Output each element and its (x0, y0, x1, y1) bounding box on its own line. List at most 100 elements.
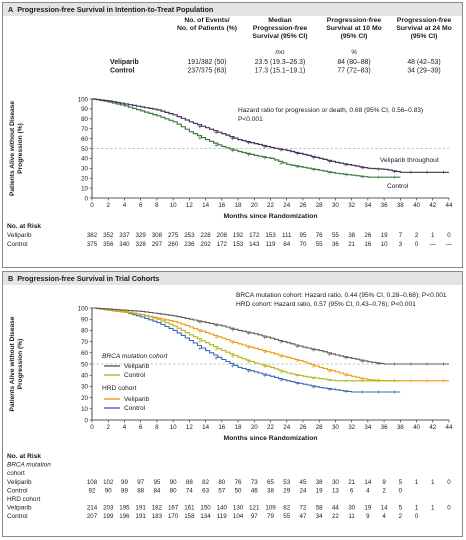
panel-b-at-risk-count: 182 (152, 505, 163, 512)
panel-a-x-tick-label: 28 (316, 202, 323, 209)
panel-b-at-risk-count: 1 (431, 479, 435, 486)
panel-a-x-tick-label: 44 (446, 202, 453, 209)
panel-b-at-risk-count: 0 (415, 513, 419, 520)
panel-b-series-brca-control-censor-mark (344, 379, 348, 383)
panel-a-x-tick-label: 32 (348, 202, 355, 209)
panel-a-at-risk-count: 153 (265, 232, 276, 239)
panel-b-at-risk-count: 0 (399, 487, 403, 494)
panel-a-at-risk-count: 84 (283, 241, 290, 248)
panel-b-x-tick-label: 22 (267, 424, 274, 431)
panel-a-series-label-control: Control (387, 183, 409, 190)
panel-a-y-tick-label: 80 (81, 116, 88, 123)
panel-a-at-risk-count: 297 (152, 241, 163, 248)
panel-a-table-header: Progression-free (397, 17, 452, 24)
panel-b-series-brca-veliparib-censor-mark (198, 320, 202, 324)
panel-b-series-hrd-control-censor-mark (328, 387, 332, 391)
panel-b-at-risk-count: 183 (152, 513, 163, 520)
panel-b-y-tick-label: 70 (81, 339, 88, 346)
panel-a-at-risk-count: 308 (152, 232, 163, 239)
panel-b-at-risk-count: 88 (186, 479, 193, 486)
panel-a-at-risk-row-label: Veliparib (7, 232, 32, 239)
panel-b-legend-label-brca-veliparib: Veliparib (124, 363, 150, 370)
panel-b-y-tick-label: 50 (81, 361, 88, 368)
panel-b-x-tick-label: 14 (202, 424, 209, 431)
panel-b-series-brca-control-censor-mark (360, 379, 364, 383)
panel-a-at-risk-row-label: Control (7, 241, 28, 248)
panel-b-at-risk-count: 30 (332, 479, 339, 486)
panel-b-at-risk-count: 80 (218, 479, 225, 486)
panel-b-series-hrd-veliparib-censor-mark (263, 350, 267, 354)
panel-a-at-risk-count: 143 (249, 241, 260, 248)
panel-a-series-control-censor-mark (344, 173, 348, 177)
panel-b-series-hrd-veliparib-censor-mark (311, 364, 316, 368)
panel-a-at-risk-count: 76 (316, 232, 323, 239)
panel-b-series-brca-control-censor-mark (214, 347, 218, 351)
panel-b-at-risk-count: 5 (399, 479, 403, 486)
panel-b-at-risk-count: 82 (283, 505, 290, 512)
panel-b-at-risk-group-label: HRD cohort (7, 496, 41, 503)
panel-b: B Progression-free Survival in Trial Coho… (2, 271, 463, 537)
panel-a-table-row-label: Control (110, 68, 135, 75)
panel-a-table-header: Progression-free (253, 25, 308, 32)
panel-a-at-risk-count: 352 (103, 232, 114, 239)
panel-b-at-risk-count: 119 (217, 513, 227, 520)
panel-b-at-risk-count: 73 (251, 479, 258, 486)
panel-a-at-risk-count: 19 (381, 232, 388, 239)
panel-b-series-hrd-veliparib-censor-mark (246, 345, 251, 350)
panel-b-hrd-hazard-ratio: HRD cohort: Hazard ratio, 0.57 (95% CI, … (236, 301, 416, 308)
panel-b-series-brca-control-censor-mark (376, 379, 381, 383)
panel-b-header: B Progression-free Survival in Trial Coho… (3, 272, 462, 285)
panel-b-x-tick-label: 40 (413, 424, 420, 431)
panel-a-x-tick-label: 38 (397, 202, 404, 209)
panel-b-at-risk-count: 19 (316, 487, 323, 494)
panel-a-series-veliparib-censor-mark (376, 167, 381, 171)
panel-a-x-tick-label: 26 (300, 202, 307, 209)
panel-a-series-label-veliparib: Veliparib throughout (380, 157, 439, 164)
panel-b-series-hrd-control-censor-mark (360, 390, 364, 394)
panel-a-at-risk-count: 228 (200, 232, 211, 239)
panel-b-y-tick-label: 40 (81, 373, 88, 380)
panel-a-series-veliparib-censor-mark (425, 170, 429, 174)
panel-a-series-veliparib-censor-mark (295, 152, 299, 156)
panel-b-series-hrd-veliparib-censor-mark (230, 341, 234, 345)
panel-b-at-risk-count: 161 (184, 505, 195, 512)
panel-a-y-tick-label: 50 (81, 146, 88, 153)
panel-b-series-brca-veliparib-censor-mark (295, 344, 299, 348)
panel-b-at-risk-count: 95 (153, 479, 160, 486)
panel-b-series-brca-veliparib-censor-mark (214, 323, 218, 327)
panel-a-table-unit: % (351, 49, 357, 56)
panel-a-at-risk-count: 260 (168, 241, 179, 248)
panel-b-at-risk-count: 0 (447, 505, 451, 512)
panel-b-series-brca-veliparib-censor-mark (311, 348, 316, 352)
panel-b-at-risk-count: 24 (300, 487, 307, 494)
panel-a-y-tick-label: 0 (85, 195, 89, 202)
panel-b-series-hrd-control-censor-mark (311, 385, 316, 389)
panel-a-series-control-censor-mark (393, 175, 397, 179)
panel-b-at-risk-count: 199 (103, 513, 114, 520)
panel-b-at-risk-count: 84 (153, 487, 160, 494)
panel-a-letter: A (8, 5, 14, 14)
panel-b-at-risk-count: 109 (265, 505, 276, 512)
panel-b-series-hrd-veliparib-censor-mark (425, 379, 429, 383)
panel-a-table-row-label: Veliparib (110, 59, 139, 66)
panel-b-at-risk-count: 1 (431, 505, 435, 512)
panel-a-at-risk-count: 111 (282, 232, 292, 239)
panel-b-legend-label-hrd-veliparib: Veliparib (124, 396, 150, 403)
panel-a-table-cell: 77 (72–83) (337, 68, 370, 75)
panel-b-x-tick-label: 18 (235, 424, 242, 431)
panel-b-at-risk-count: 130 (233, 505, 244, 512)
panel-b-at-risk-count: 97 (137, 479, 144, 486)
panel-a-table-header: No. of Patients (%) (177, 25, 237, 32)
panel-a-at-risk-count: 21 (348, 241, 355, 248)
panel-b-y-tick-label: 60 (81, 350, 88, 357)
panel-b-series-hrd-veliparib-censor-mark (198, 330, 202, 334)
panel-a-at-risk-heading: No. at Risk (7, 223, 41, 230)
panel-b-series-hrd-veliparib-censor-mark (214, 335, 218, 339)
panel-a-x-tick-label: 34 (364, 202, 371, 209)
panel-a-table-cell: 191/382 (50) (187, 59, 226, 66)
panel-a-at-risk-count: 0 (447, 232, 451, 239)
panel-a-at-risk-count: 38 (348, 232, 355, 239)
panel-b-at-risk-count: 46 (251, 487, 258, 494)
panel-b-y-tick-label: 90 (81, 317, 88, 324)
